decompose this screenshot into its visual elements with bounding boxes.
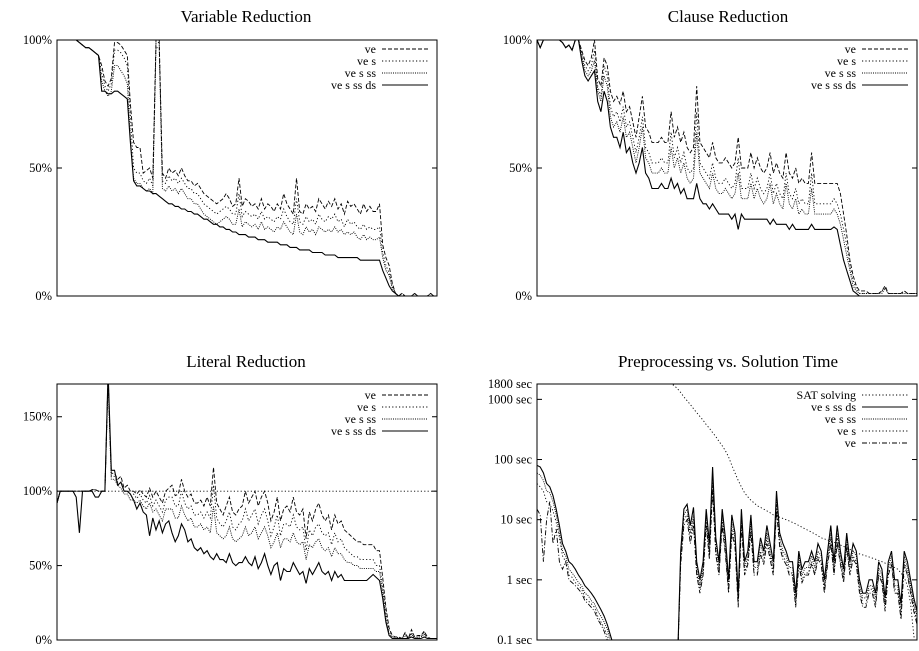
y-tick-label: 150% bbox=[23, 410, 52, 424]
legend-label: ve s ss ds bbox=[331, 424, 376, 438]
legend-label: ve s ss ds bbox=[331, 78, 376, 92]
series-line-ve-s-ss-ds bbox=[57, 40, 437, 296]
series-line-ve-s-ss bbox=[57, 384, 437, 640]
chart-title: Variable Reduction bbox=[181, 7, 312, 26]
legend-label: ve s ss ds bbox=[811, 78, 856, 92]
y-tick-label: 100% bbox=[503, 33, 532, 47]
y-tick-label: 100 sec bbox=[494, 453, 532, 467]
legend-label: ve s ss bbox=[345, 412, 377, 426]
series-line-ve-s bbox=[57, 384, 437, 640]
series-line-ve-s-ss bbox=[57, 40, 437, 296]
legend-label: ve s ss ds bbox=[811, 400, 856, 414]
series-line-ve bbox=[537, 40, 917, 294]
y-tick-label: 0% bbox=[515, 289, 532, 303]
series-line-ve-s-ss-ds bbox=[57, 384, 437, 640]
y-tick-label: 0% bbox=[35, 289, 52, 303]
plot-frame bbox=[56, 39, 438, 297]
y-tick-label: 10 sec bbox=[500, 513, 532, 527]
y-tick-label: 1800 sec bbox=[488, 377, 533, 391]
series-line-sat-solving bbox=[537, 384, 915, 640]
legend-label: ve s ss bbox=[825, 412, 857, 426]
plot-frame bbox=[56, 383, 438, 641]
series-line-ve-s-ss-ds bbox=[537, 464, 917, 640]
y-tick-label: 0.1 sec bbox=[497, 633, 532, 647]
y-tick-label: 100% bbox=[23, 33, 52, 47]
chart-title: Preprocessing vs. Solution Time bbox=[618, 352, 838, 371]
legend-label: ve s bbox=[357, 400, 376, 414]
chart-panel-preprocessing-vs-solution-time: Preprocessing vs. Solution Time 0.1 sec 1… bbox=[488, 352, 918, 647]
y-tick-label: 50% bbox=[29, 161, 52, 175]
y-tick-label: 100% bbox=[23, 484, 52, 498]
series-line-ve-s-ss bbox=[537, 472, 917, 640]
y-tick-label: 50% bbox=[29, 559, 52, 573]
y-tick-label: 0% bbox=[35, 633, 52, 647]
series-line-ve bbox=[537, 490, 917, 640]
y-tick-label: 1000 sec bbox=[488, 392, 533, 406]
chart-title: Literal Reduction bbox=[186, 352, 306, 371]
legend-label: SAT solving bbox=[797, 388, 856, 402]
legend-label: ve bbox=[365, 388, 376, 402]
legend-label: ve bbox=[845, 436, 856, 450]
chart-title: Clause Reduction bbox=[668, 7, 789, 26]
series-line-ve bbox=[57, 384, 437, 640]
legend-label: ve s bbox=[837, 424, 856, 438]
y-tick-label: 1 sec bbox=[507, 573, 533, 587]
legend-label: ve s ss bbox=[345, 66, 377, 80]
series-line-ve-s-ss bbox=[537, 40, 917, 294]
series-line-ve-s bbox=[57, 40, 437, 296]
series-line-ve-s-ss-ds bbox=[537, 40, 917, 296]
legend-label: ve bbox=[365, 42, 376, 56]
y-tick-label: 50% bbox=[509, 161, 532, 175]
series-line-ve-s bbox=[537, 40, 917, 294]
series-line-ve-s bbox=[537, 483, 917, 640]
legend-label: ve s bbox=[357, 54, 376, 68]
plot-frame bbox=[536, 39, 918, 297]
series-line-ve bbox=[57, 40, 437, 296]
legend-label: ve s ss bbox=[825, 66, 857, 80]
legend-label: ve s bbox=[837, 54, 856, 68]
plot-frame bbox=[536, 383, 918, 641]
legend-label: ve bbox=[845, 42, 856, 56]
